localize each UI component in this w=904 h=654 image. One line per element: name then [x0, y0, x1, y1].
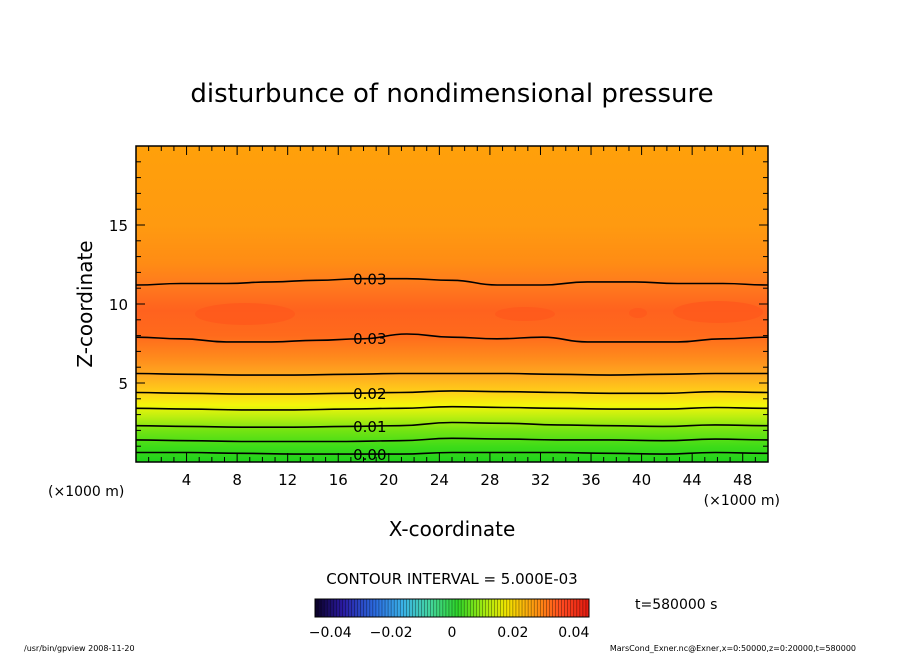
x-tick-label: 32	[531, 471, 550, 489]
contour-line	[136, 372, 768, 376]
y-tick-label: 5	[118, 375, 128, 393]
field-maximum	[629, 308, 647, 318]
contour-label: 0.01	[353, 418, 386, 436]
colorbar-tick-label: 0	[448, 625, 457, 641]
x-tick-label: 40	[632, 471, 651, 489]
colorbar-tick-label: 0.02	[497, 625, 528, 641]
x-axis-unit-left: (×1000 m)	[48, 484, 124, 500]
contour-line	[136, 405, 768, 411]
time-label: t=580000 s	[635, 597, 717, 613]
contour-line	[136, 421, 768, 429]
y-axis-label: Z-coordinate	[73, 240, 97, 367]
x-tick-label: 44	[683, 471, 702, 489]
x-axis-unit-right: (×1000 m)	[704, 493, 780, 509]
contour-label: 0.03	[353, 330, 386, 348]
x-axis-label: X-coordinate	[389, 517, 516, 541]
x-tick-label: 36	[581, 471, 600, 489]
field-maximum	[195, 303, 295, 325]
footer-left: /usr/bin/gpview 2008-11-20	[24, 644, 135, 653]
x-tick-label: 24	[430, 471, 449, 489]
x-tick-label: 28	[480, 471, 499, 489]
field-maximum	[495, 307, 555, 321]
footer-right: MarsCond_Exner.nc@Exner,x=0:50000,z=0:20…	[610, 644, 856, 653]
contour-line	[136, 437, 768, 443]
x-tick-label: 4	[182, 471, 192, 489]
contour-line	[136, 333, 768, 343]
y-tick-label: 15	[109, 217, 128, 235]
y-tick-label: 10	[109, 296, 128, 314]
x-tick-label: 16	[329, 471, 348, 489]
x-tick-label: 20	[379, 471, 398, 489]
contour-interval: CONTOUR INTERVAL = 5.000E-03	[326, 570, 577, 588]
x-tick-label: 12	[278, 471, 297, 489]
x-tick-label: 48	[733, 471, 752, 489]
contour-line	[136, 390, 768, 395]
chart-title: disturbunce of nondimensional pressure	[190, 79, 713, 109]
contour-line	[136, 277, 768, 286]
contour-line	[136, 451, 768, 455]
plot-area	[136, 146, 768, 462]
x-tick-label: 8	[232, 471, 242, 489]
contour-label: 0.00	[353, 446, 386, 464]
colorbar-tick-label: −0.02	[370, 625, 413, 641]
contour-label: 0.03	[353, 271, 386, 289]
contour-label: 0.02	[353, 385, 386, 403]
colorbar-tick-label: −0.04	[309, 625, 352, 641]
colorbar-tick-label: 0.04	[558, 625, 589, 641]
field-maximum	[673, 301, 763, 323]
